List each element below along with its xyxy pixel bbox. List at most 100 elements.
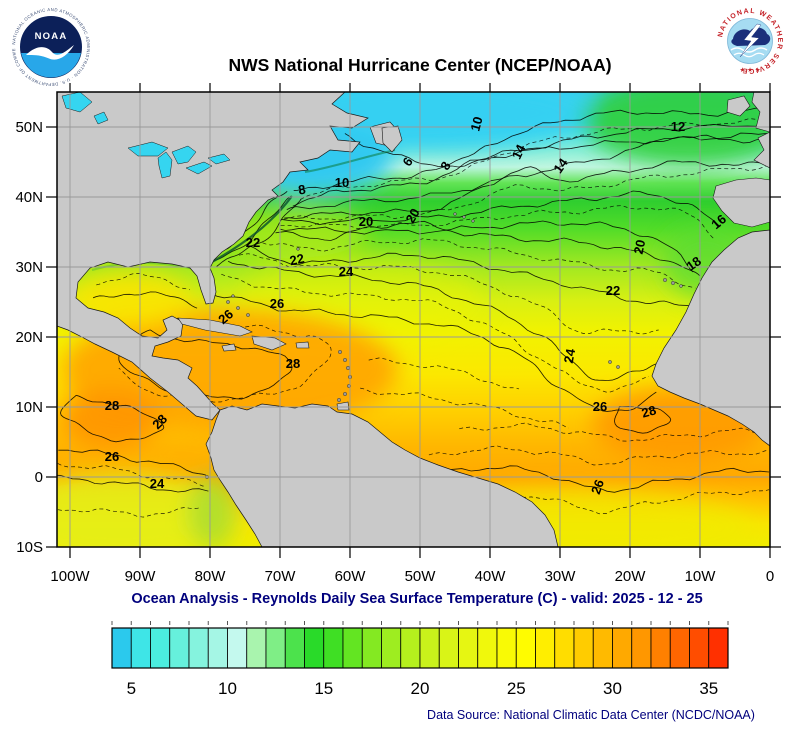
isotherm-line [360,387,569,429]
contour-label: 8 [297,181,307,197]
isotherm-line [614,405,672,434]
contour-label: 26 [105,449,119,464]
contour-label: 14 [509,141,529,161]
contour-label: 20 [402,206,422,226]
colorbar-segment [554,627,575,669]
wave-icon [730,47,768,53]
lat-tick-label: 50N [15,119,43,136]
colorbar-tick-label: 10 [218,679,237,698]
isotherm-line [280,205,715,240]
lon-tick-label: 90W [125,568,157,585]
south-america-landmass [205,403,559,547]
contour-label: 24 [339,264,354,279]
gulf-stream-front [211,195,293,263]
colorbar-tick-label: 30 [603,679,622,698]
contour-label: 28 [640,402,658,420]
contour-label: 28 [105,398,119,413]
colorbar-segment [111,627,132,669]
colorbar-tick-label: 25 [507,679,526,698]
map-caption: Ocean Analysis - Reynolds Daily Sea Surf… [131,591,702,607]
colorbar-segment [438,627,459,669]
colorbar-segment [188,627,209,669]
lon-tick-label: 30W [545,568,577,585]
colorbar-segment [535,627,556,669]
lat-tick-label: 10S [16,539,43,556]
north-central-america-landmass [57,92,369,421]
colorbar-segment [169,627,190,669]
lon-tick-label: 0 [766,568,774,585]
colorbar-segment [361,627,382,669]
colorbar-segment [592,627,613,669]
isotherm-line [286,134,770,210]
africa-landmass [651,229,770,447]
contour-label: 28 [286,356,300,371]
lon-tick-label: 60W [335,568,367,585]
isotherm-line [284,160,770,219]
isotherm-line [281,190,721,228]
isotherm-line [96,272,190,291]
colorbar-segment [708,627,729,669]
isotherm-line [118,317,332,403]
contour-label: 20 [359,214,373,229]
hispaniola [251,335,287,351]
contour-label: 20 [631,238,649,255]
lat-tick-label: 30N [15,259,43,276]
isotherm-line [92,291,198,309]
lon-tick-label: 40W [475,568,507,585]
isotherm-line [216,198,302,267]
great-lakes [61,92,231,179]
colorbar-tick-label: 35 [699,679,718,698]
greenland-tip [381,125,403,153]
colorbar-tick-label: 15 [314,679,333,698]
isotherm-line [428,445,769,466]
map-frame [56,91,771,548]
temperature-colorbar: 5 10 15 20 25 30 35 [111,621,729,698]
isotherm-line [57,507,201,518]
colorbar-segment [573,627,594,669]
contour-label: 18 [683,253,703,274]
lon-tick-label: 50W [405,568,437,585]
colorbar-segment [265,627,286,669]
lat-tick-label: 10N [15,399,43,416]
contour-label: 24 [150,476,165,491]
contour-label: 22 [246,235,260,250]
lightning-icon [739,23,762,58]
cuba [177,317,253,337]
colorbar-segment [496,627,517,669]
colorbar-segment [458,627,479,669]
colorbar-segment [477,627,498,669]
colorbar-segment [612,627,633,669]
colorbar-segment [381,627,402,669]
isotherm-line [262,238,696,289]
contour-label: 22 [606,283,620,298]
britain [751,92,770,133]
noaa-logo: NATIONAL OCEANIC AND ATMOSPHERIC ADMINIS… [0,0,91,87]
isotherm-line [419,489,770,515]
isotherm-line [292,132,770,207]
colorbar-segment [342,627,363,669]
colorbar-segment [400,627,421,669]
colorbar-segment [246,627,267,669]
small-islands [205,212,683,479]
isotherm-line [275,220,701,277]
lon-tick-label: 70W [265,568,297,585]
lon-tick-label: 20W [615,568,647,585]
contour-label: 10 [467,115,485,133]
noaa-logo-label: NOAA [35,31,68,42]
colorbar-segment [419,627,440,669]
colorbar-segment [669,627,690,669]
colorbar-segment [515,627,536,669]
contour-label: 26 [270,296,284,311]
contour-label: 22 [288,251,305,269]
colorbar-segment [150,627,171,669]
isotherm-line [300,118,770,200]
lon-tick-label: 80W [195,568,227,585]
axes: 50N 40N 30N 20N 10N 0 10S 100W 90W 80W 70W 60W 50W 40… [15,83,781,585]
lat-tick-label: 20N [15,329,43,346]
trinidad [336,401,350,411]
isotherm-line [280,220,694,273]
isotherm-line [293,123,770,192]
